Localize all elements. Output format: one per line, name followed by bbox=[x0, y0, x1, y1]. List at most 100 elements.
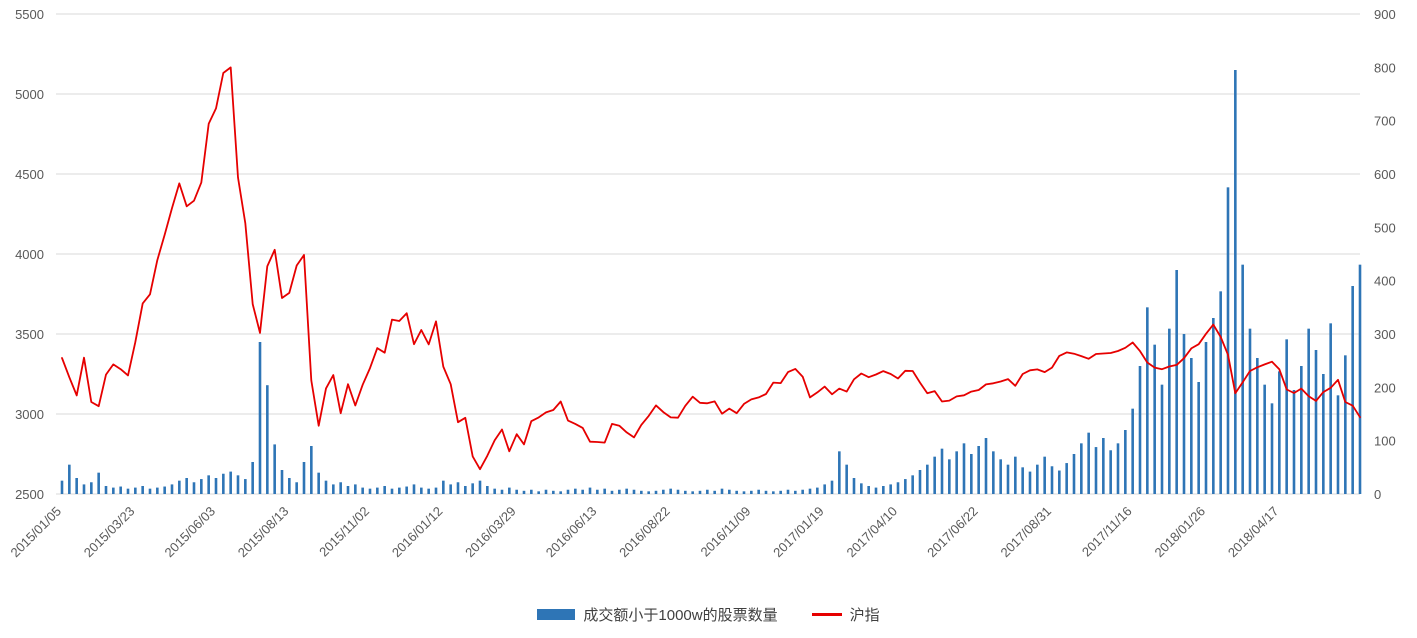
bar bbox=[794, 490, 797, 494]
line-series-label: 沪指 bbox=[849, 607, 880, 624]
bar bbox=[368, 488, 372, 494]
bar bbox=[1219, 291, 1222, 494]
bar bbox=[1138, 366, 1142, 494]
bar bbox=[427, 488, 430, 494]
bar bbox=[258, 342, 262, 494]
bar bbox=[970, 454, 973, 494]
bar bbox=[1043, 456, 1046, 494]
bar bbox=[896, 482, 900, 494]
bar bbox=[420, 487, 423, 494]
bar bbox=[200, 479, 203, 494]
bar bbox=[933, 456, 936, 494]
bar bbox=[229, 471, 232, 494]
bar bbox=[596, 489, 599, 494]
bar bbox=[823, 484, 826, 494]
bar bbox=[508, 487, 511, 494]
left-axis-label: 4500 bbox=[15, 167, 44, 182]
bar bbox=[940, 448, 944, 494]
bar bbox=[192, 482, 196, 494]
bar bbox=[1124, 430, 1127, 494]
bar bbox=[1175, 270, 1178, 494]
x-axis-label: 2017/11/16 bbox=[1079, 504, 1135, 560]
bar bbox=[1314, 350, 1318, 494]
bar bbox=[1058, 470, 1061, 494]
bar bbox=[434, 487, 438, 494]
right-axis-label: 500 bbox=[1374, 220, 1396, 235]
bar bbox=[449, 484, 452, 494]
gridlines bbox=[56, 13, 1360, 495]
bar bbox=[647, 491, 650, 494]
bar bbox=[156, 487, 159, 494]
bar bbox=[207, 475, 210, 494]
bar bbox=[764, 490, 768, 494]
bar bbox=[632, 489, 636, 494]
right-axis-label: 200 bbox=[1374, 380, 1396, 395]
x-axis-label: 2017/01/19 bbox=[770, 504, 827, 561]
bar bbox=[398, 487, 401, 494]
bar bbox=[757, 489, 760, 494]
bar bbox=[317, 472, 320, 494]
bar bbox=[339, 482, 342, 494]
bar bbox=[867, 486, 870, 494]
bar bbox=[295, 482, 298, 494]
bar bbox=[97, 472, 100, 494]
bar bbox=[1021, 467, 1024, 494]
bar bbox=[1278, 371, 1281, 494]
bar bbox=[1102, 438, 1105, 494]
x-axis-label: 2015/11/02 bbox=[316, 504, 372, 560]
bar bbox=[1256, 358, 1259, 494]
x-axis-label: 2016/03/29 bbox=[462, 504, 519, 561]
bar bbox=[808, 488, 812, 494]
bar bbox=[588, 487, 592, 494]
bar bbox=[684, 490, 687, 494]
bar bbox=[713, 490, 716, 494]
bar bbox=[148, 488, 152, 494]
bar-series-label: 成交额小于1000w的股票数量 bbox=[583, 607, 778, 624]
bar bbox=[676, 489, 680, 494]
bar bbox=[640, 490, 643, 494]
bar bbox=[1131, 408, 1134, 494]
bar bbox=[1307, 328, 1310, 494]
bar bbox=[1263, 384, 1266, 494]
bar bbox=[302, 462, 306, 494]
bar bbox=[1234, 70, 1237, 494]
bar bbox=[574, 488, 577, 494]
bar bbox=[134, 487, 137, 494]
left-axis-label: 5000 bbox=[15, 87, 44, 102]
bar bbox=[185, 478, 188, 494]
bar bbox=[654, 490, 658, 494]
bar bbox=[911, 475, 914, 494]
bar bbox=[170, 484, 174, 494]
bar bbox=[1292, 390, 1296, 494]
x-axis-label: 2017/06/22 bbox=[924, 504, 981, 561]
index-line bbox=[61, 66, 1361, 471]
bar bbox=[662, 489, 665, 494]
chart-legend: 成交额小于1000w的股票数量 沪指 bbox=[0, 604, 1417, 625]
bar bbox=[962, 443, 966, 494]
bar bbox=[214, 478, 218, 494]
bar-series bbox=[60, 70, 1362, 495]
bar bbox=[1300, 366, 1303, 494]
bar bbox=[126, 488, 130, 494]
x-axis-label: 2016/08/22 bbox=[616, 504, 673, 561]
bar bbox=[691, 491, 694, 494]
bar bbox=[464, 486, 467, 494]
bar bbox=[478, 480, 482, 494]
bar bbox=[581, 489, 584, 494]
x-axis-label: 2018/04/17 bbox=[1225, 504, 1282, 561]
bar bbox=[566, 489, 570, 494]
bar bbox=[999, 459, 1002, 494]
bar bbox=[141, 486, 144, 494]
legend-item-bar-series: 成交额小于1000w的股票数量 bbox=[537, 604, 778, 625]
left-axis-label: 2500 bbox=[15, 487, 44, 502]
bar bbox=[90, 482, 93, 494]
bar bbox=[522, 490, 526, 494]
bar bbox=[1344, 355, 1347, 494]
bar bbox=[266, 385, 269, 494]
bar bbox=[904, 479, 907, 494]
bar bbox=[1329, 323, 1332, 494]
right-axis-label: 800 bbox=[1374, 60, 1396, 75]
bar bbox=[82, 484, 86, 494]
